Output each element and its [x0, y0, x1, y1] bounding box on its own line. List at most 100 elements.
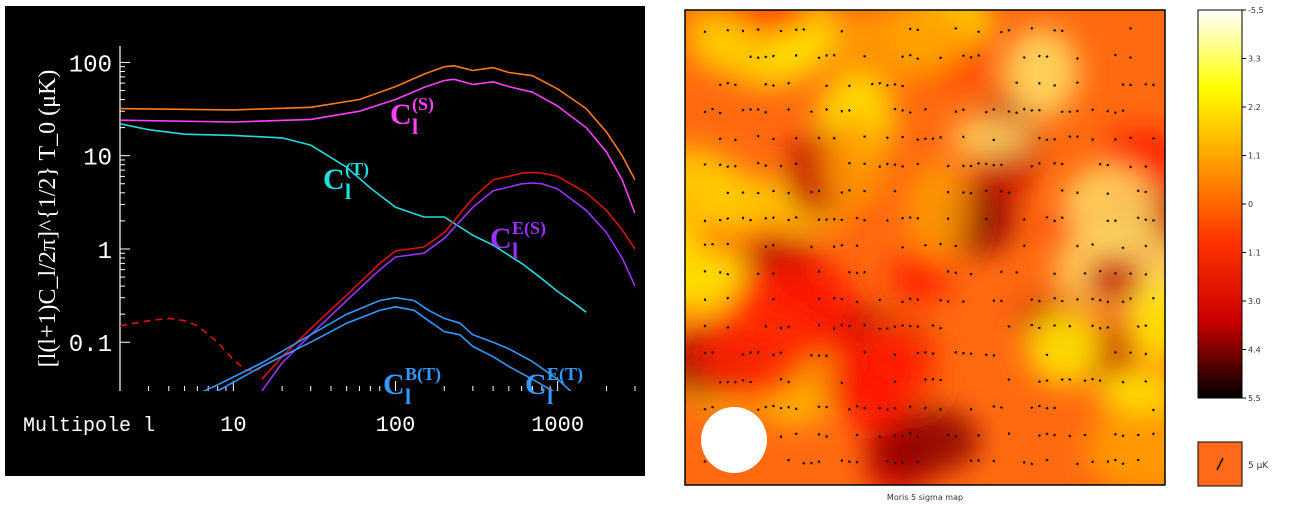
polarization-vector: [1075, 56, 1079, 61]
colorbar-tick-label: 3.3: [1248, 55, 1261, 64]
colorbar: [1197, 9, 1243, 399]
polarization-vector: [939, 56, 943, 60]
polarization-vector: [756, 108, 760, 111]
polarization-vector: [764, 324, 768, 328]
polarization-vector: [787, 107, 791, 111]
polarization-vector: [1022, 107, 1026, 111]
polarization-vector: [847, 161, 851, 165]
power-spectrum-chart: 100 10 1 0.1 10 100 1000 Multipole l [l(l+1)C_l/…: [5, 6, 645, 476]
key-label: 5 μK: [1248, 461, 1269, 471]
polarization-vector: [1060, 110, 1064, 114]
polarization-vector: [954, 434, 958, 438]
polarization-vector: [756, 408, 760, 412]
polarization-vector: [703, 269, 707, 273]
polarization-vector: [703, 351, 707, 355]
map-blob: [812, 330, 934, 403]
beam-circle: [701, 407, 767, 473]
polarization-vector: [1045, 406, 1049, 410]
polarization-vector: [977, 30, 981, 34]
polarization-vector: [764, 405, 768, 409]
polarization-vector: [1106, 192, 1110, 196]
map-caption: Moris 5 sigma map: [887, 493, 963, 502]
annotation-sup: E(T): [547, 364, 583, 385]
polarization-vector: [901, 216, 905, 220]
polarization-vector: [1053, 433, 1057, 437]
polarization-vector: [703, 460, 707, 463]
x-tick-label: 10: [220, 413, 246, 438]
polarization-vector: [893, 353, 897, 357]
map-blob: [697, 302, 801, 406]
polarization-vector: [1030, 109, 1034, 112]
polarization-vector: [969, 407, 973, 411]
y-tick-label: 0.1: [69, 332, 112, 359]
polarization-vector: [1106, 326, 1110, 329]
polarization-vector: [1121, 380, 1125, 384]
polarization-vector: [946, 217, 950, 221]
polarization-vector: [847, 460, 851, 463]
polarization-vector: [741, 378, 745, 382]
polarization-vector: [969, 459, 973, 463]
polarization-vector: [794, 28, 798, 32]
polarization-vector: [969, 55, 973, 59]
polarization-vector: [969, 352, 973, 356]
polarization-vector: [916, 57, 920, 61]
map-frame: [684, 9, 1166, 486]
polarization-vector: [908, 324, 912, 328]
polarization-vector: [1136, 216, 1140, 220]
polarization-vector: [999, 189, 1003, 193]
polarization-vector: [908, 215, 912, 220]
colorbar-tick-label: 5.5: [1248, 394, 1261, 403]
annotation-sup: E(S): [512, 218, 546, 239]
polarization-vector: [1068, 110, 1072, 114]
polarization-vector: [825, 107, 829, 112]
polarization-vector: [817, 136, 821, 140]
map-blob: [908, 160, 969, 260]
annotation-sub: l: [547, 384, 553, 409]
map-blob: [700, 170, 771, 234]
polarization-vector: [999, 30, 1003, 34]
polarization-vector: [999, 406, 1003, 409]
polarization-vector: [1113, 432, 1117, 436]
polarization-vector: [726, 272, 730, 276]
polarization-vector: [1144, 82, 1148, 86]
polarization-vector: [885, 459, 889, 463]
polarization-vector: [954, 27, 958, 30]
polarization-vector: [772, 353, 775, 357]
polarization-vector: [832, 245, 836, 249]
map-vectors: [703, 26, 1155, 466]
polarization-vector: [1113, 272, 1117, 275]
polarization-vector: [939, 298, 942, 302]
polarization-vector: [711, 107, 715, 111]
polarization-vector: [969, 272, 973, 276]
polarization-vector: [946, 433, 950, 437]
polarization-vector: [893, 107, 897, 111]
annotation-sub: l: [405, 384, 411, 409]
polarization-vector: [1045, 353, 1049, 357]
polarization-vector: [886, 219, 889, 222]
polarization-vector: [726, 242, 730, 246]
polarization-vector: [733, 380, 737, 384]
polarization-vector: [764, 82, 768, 86]
polarization-vector: [855, 460, 859, 464]
polarization-vector: [825, 354, 829, 358]
polarization-vector: [885, 83, 889, 87]
series-line-0: [120, 65, 635, 181]
polarization-vector: [916, 28, 920, 32]
polarization-vector: [817, 323, 821, 327]
polarization-vector: [787, 191, 790, 195]
polarization-vector: [771, 216, 775, 220]
series-line-4: [261, 182, 635, 391]
polarization-vector: [1091, 460, 1094, 464]
polarization-vector: [901, 55, 905, 59]
polarization-vector: [802, 27, 806, 31]
polarization-vector: [961, 300, 965, 303]
polarization-vector: [1098, 162, 1102, 166]
annotation-sup: (T): [345, 159, 369, 180]
polarization-vector: [771, 137, 775, 141]
polarization-vector: [703, 243, 707, 247]
polarization-vector: [794, 215, 798, 220]
polarization-vector: [726, 217, 730, 221]
polarization-vector: [741, 352, 745, 356]
polarization-vector: [1121, 109, 1125, 113]
polarization-vector: [863, 270, 866, 274]
